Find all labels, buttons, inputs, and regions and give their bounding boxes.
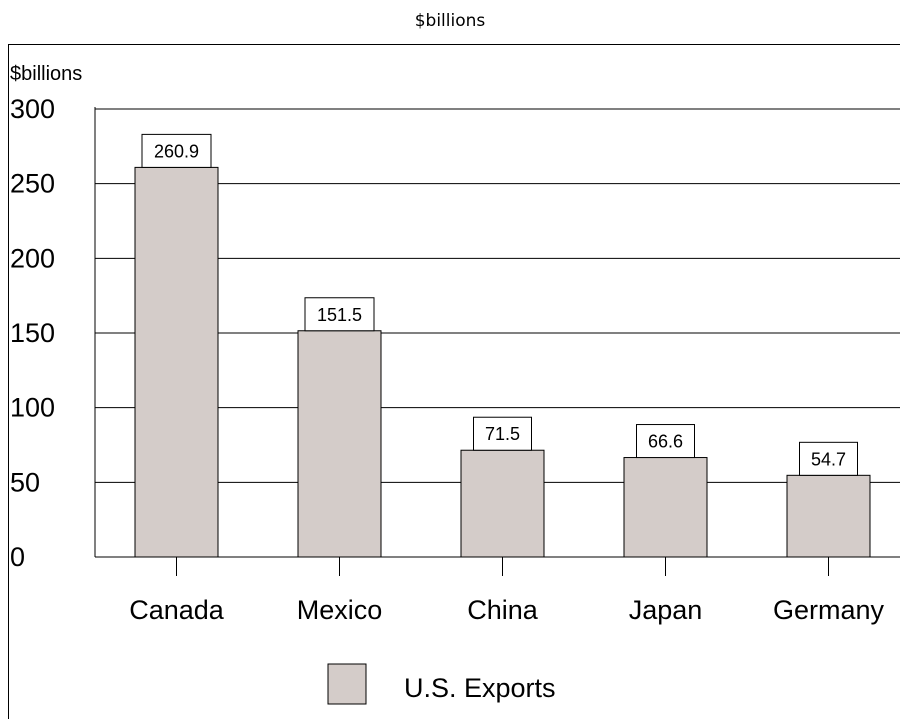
data-label: 54.7 — [811, 449, 846, 469]
chart-title: $billions — [414, 11, 486, 31]
x-tick-label: Canada — [129, 595, 225, 625]
x-tick-label: Japan — [629, 595, 703, 625]
data-label-box — [799, 441, 858, 476]
bars: 260.9 151.5 71.5 66.6 54.7 — [134, 133, 871, 558]
bar — [297, 330, 382, 558]
y-tick-label: 250 — [10, 169, 55, 199]
chart-frame — [8, 44, 900, 719]
bar — [786, 474, 871, 558]
legend-label: U.S. Exports — [404, 673, 556, 703]
legend: U.S. Exports — [327, 663, 556, 705]
data-label: 260.9 — [154, 141, 199, 161]
y-tick-label: 300 — [10, 94, 55, 124]
y-tick-label: 50 — [10, 467, 40, 497]
data-label-box — [473, 416, 532, 451]
data-label-box — [141, 133, 212, 168]
data-label: 151.5 — [317, 305, 362, 325]
bar — [134, 166, 219, 558]
x-tick-label: Germany — [773, 595, 885, 625]
y-axis-label: $billions — [10, 63, 82, 85]
data-label-box — [304, 297, 375, 332]
axes — [94, 107, 900, 558]
x-tick-label: China — [467, 595, 539, 625]
bar — [460, 449, 545, 558]
data-label: 66.6 — [648, 432, 683, 452]
y-tick-label: 150 — [10, 318, 55, 348]
data-label-box — [636, 424, 695, 459]
y-tick-label: 100 — [10, 393, 55, 423]
y-tick-label: 200 — [10, 243, 55, 273]
legend-swatch — [327, 663, 367, 705]
x-tick-label: Mexico — [297, 595, 383, 625]
y-axis-ticks: 0 50 100 150 200 250 300 — [10, 94, 55, 572]
x-axis-ticks: Canada Mexico China Japan Germany — [129, 557, 885, 625]
data-label: 71.5 — [485, 424, 520, 444]
y-tick-label: 0 — [10, 542, 25, 572]
bar — [623, 457, 708, 558]
